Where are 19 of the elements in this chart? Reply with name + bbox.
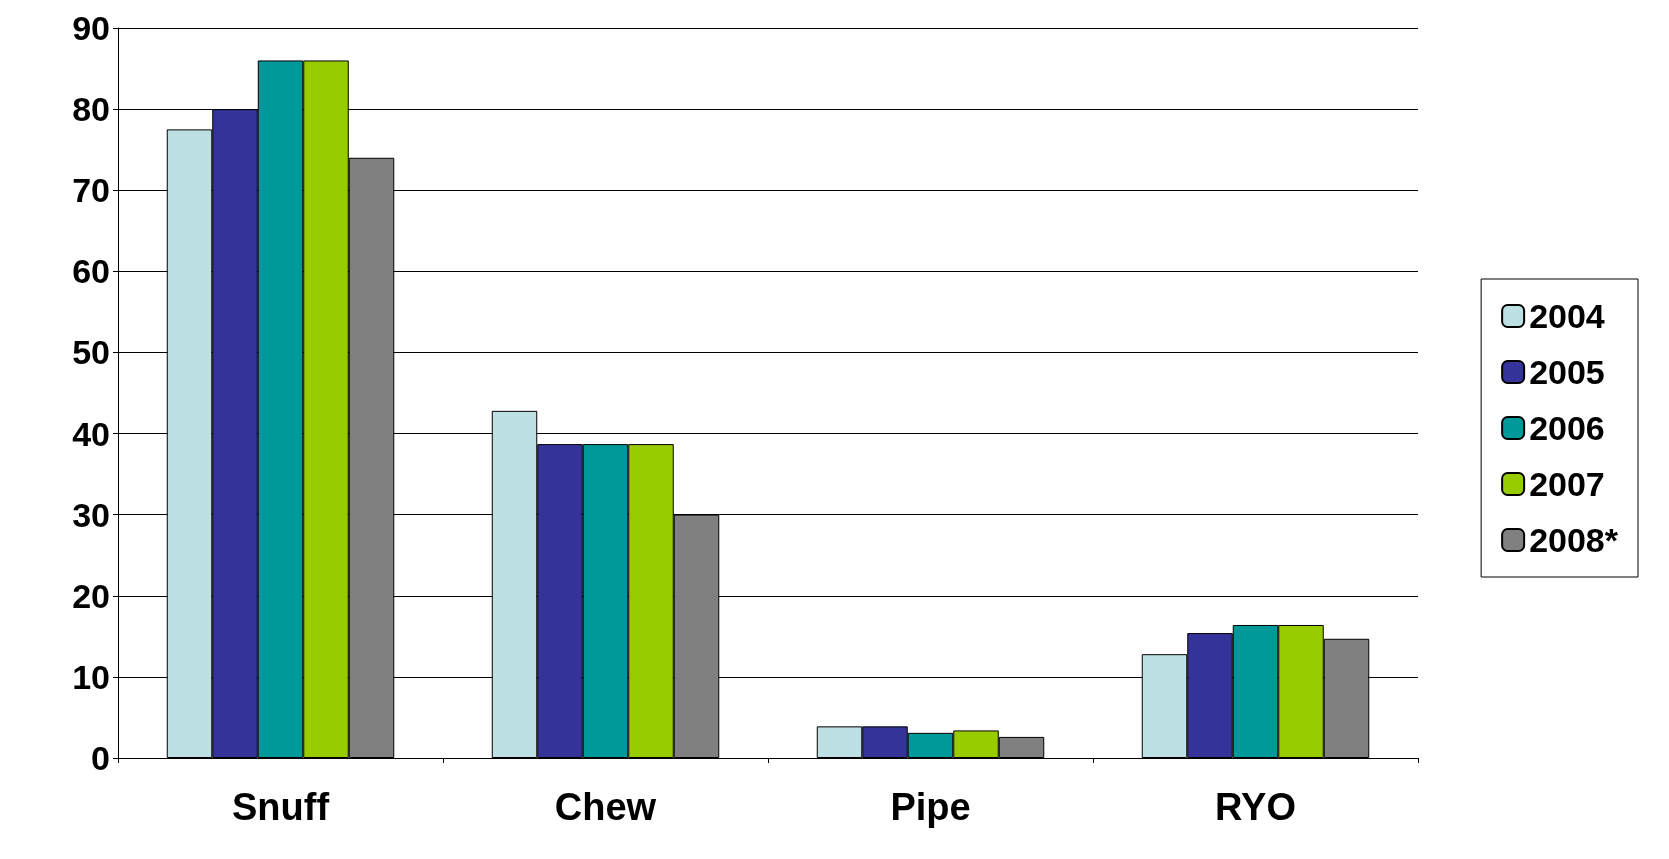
y-tick-label: 30 bbox=[72, 495, 110, 534]
legend-label: 2005 bbox=[1529, 353, 1605, 391]
y-tick-label: 0 bbox=[91, 739, 110, 777]
x-tick-label: Pipe bbox=[890, 786, 971, 828]
legend-label: 2004 bbox=[1529, 297, 1605, 335]
y-tick-label: 60 bbox=[72, 252, 110, 291]
x-tick-label: Snuff bbox=[231, 786, 330, 828]
x-tick-label: RYO bbox=[1215, 786, 1296, 828]
legend-label: 2007 bbox=[1529, 465, 1605, 503]
y-tick-label: 90 bbox=[72, 9, 110, 47]
legend-label: 2006 bbox=[1529, 409, 1605, 447]
y-tick-label: 20 bbox=[72, 576, 110, 615]
y-tick-label: 10 bbox=[72, 657, 110, 696]
x-tick-label: Chew bbox=[554, 786, 657, 828]
legend-label: 2008* bbox=[1529, 521, 1619, 559]
y-tick-label: 50 bbox=[72, 333, 110, 372]
y-tick-label: 40 bbox=[72, 414, 110, 453]
y-tick-label: 80 bbox=[72, 90, 110, 129]
y-tick-label: 70 bbox=[72, 171, 110, 210]
